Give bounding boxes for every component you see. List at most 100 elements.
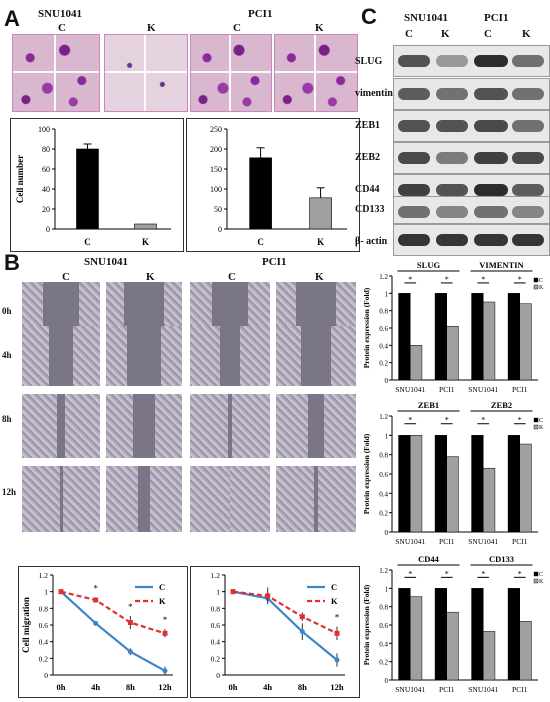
y-tick-label: 0 <box>385 377 389 385</box>
wound-image-3-0 <box>22 466 100 532</box>
legend-label-K: K <box>539 425 544 431</box>
blot-label-vimentin: vimentin <box>355 88 393 99</box>
x-tick-label: PCI1 <box>439 385 455 394</box>
y-tick-label: 200 <box>210 145 222 154</box>
y-tick-label: 1 <box>385 290 389 298</box>
significance-star: * <box>445 416 449 425</box>
bar-C-1 <box>434 588 447 681</box>
x-tick-label: PCI1 <box>439 537 455 546</box>
legend-swatch-C <box>533 571 539 577</box>
y-tick-label: 0.2 <box>211 654 221 663</box>
point-K <box>265 593 271 599</box>
x-tick-label: 0h <box>229 682 238 692</box>
x-tick-label: 8h <box>298 682 307 692</box>
bar-K-3 <box>519 303 532 381</box>
y-tick-label: 1.2 <box>39 571 49 580</box>
panel-c-label: C <box>361 4 377 29</box>
invasion-image-pci1-k <box>274 34 358 112</box>
x-tick-label: C <box>84 237 91 247</box>
significance-star: * <box>335 613 340 623</box>
x-tick-label: PCI1 <box>512 537 528 546</box>
x-tick-label: PCI1 <box>512 685 528 694</box>
blot-beta-actin <box>393 224 550 256</box>
y-axis-label: Cell number <box>15 155 25 203</box>
y-tick-label: 0.2 <box>379 510 388 518</box>
legend-label-C: C <box>539 278 543 284</box>
wound-image-3-1 <box>106 466 182 532</box>
blot-cd133 <box>393 196 550 224</box>
x-tick-label: 4h <box>263 682 272 692</box>
bar-K-1 <box>446 326 459 381</box>
group-header: ZEB2 <box>491 400 512 410</box>
y-tick-label: 0.2 <box>379 360 388 368</box>
invasion-image-snu1041-k <box>104 34 188 112</box>
legend-swatch-K <box>533 578 539 584</box>
panel-c-cellline-2: PCI1 <box>484 12 509 24</box>
bar-K-0 <box>410 435 423 533</box>
bar-C-0 <box>398 588 411 681</box>
wound-image-0-2 <box>190 282 270 334</box>
panel-c-group-3: C <box>484 28 492 40</box>
legend-label-C: C <box>159 582 165 592</box>
x-tick-label: 12h <box>330 682 344 692</box>
wound-image-1-0 <box>22 326 100 386</box>
panel-c-cellline-1: SNU1041 <box>404 12 449 24</box>
bar-K-3 <box>519 621 532 681</box>
legend-label-K: K <box>331 596 338 606</box>
series-line-C <box>60 590 166 672</box>
point-K <box>334 630 340 636</box>
point-K <box>58 589 64 595</box>
legend-swatch-K <box>533 284 539 290</box>
legend-swatch-C <box>533 417 539 423</box>
x-tick-label: 12h <box>158 682 172 692</box>
wound-image-1-2 <box>190 326 270 386</box>
y-tick-label: 1 <box>216 588 220 597</box>
y-axis-label: Cell migration <box>21 597 31 653</box>
y-axis-label: Protein expression (Fold) <box>362 433 371 514</box>
y-tick-label: 0 <box>44 671 48 680</box>
bar-K <box>309 197 332 230</box>
y-tick-label: 0 <box>46 225 50 234</box>
invasion-image-pci1-c <box>190 34 272 112</box>
significance-star: * <box>445 569 449 578</box>
y-tick-label: 250 <box>210 125 222 134</box>
y-tick-label: 0.6 <box>379 471 388 479</box>
blot-label-cd133: CD133 <box>355 204 385 215</box>
wound-image-3-3 <box>276 466 356 532</box>
panel-a-label: A <box>4 6 20 31</box>
y-tick-label: 1 <box>44 588 48 597</box>
y-tick-label: 0.2 <box>379 659 388 667</box>
y-tick-label: 0.8 <box>379 452 388 460</box>
bar-K-2 <box>483 301 496 381</box>
y-tick-label: 0.8 <box>379 604 388 612</box>
legend-label-K: K <box>159 596 166 606</box>
wound-image-1-3 <box>276 326 356 386</box>
blot-zeb2 <box>393 142 550 174</box>
x-tick-label: SNU1041 <box>395 385 425 394</box>
group-header: CD44 <box>418 554 440 564</box>
x-tick-label: 4h <box>91 682 100 692</box>
panel-b-label: B <box>4 250 20 275</box>
bar-C-1 <box>434 293 447 381</box>
group-header: ZEB1 <box>418 400 439 410</box>
panel-a-cellline-2: PCI1 <box>248 8 273 20</box>
y-tick-label: 0.8 <box>211 604 221 613</box>
series-line-K <box>60 590 166 635</box>
wound-image-2-3 <box>276 394 356 458</box>
point-K <box>93 597 99 603</box>
legend-label-K: K <box>539 285 544 291</box>
y-tick-label: 0.8 <box>39 604 49 613</box>
x-tick-label: 0h <box>57 682 66 692</box>
significance-star: * <box>445 275 449 284</box>
blot-slug <box>393 45 550 77</box>
panel-b-group-2: K <box>146 271 155 283</box>
legend-swatch-K <box>533 424 539 430</box>
x-tick-label: K <box>142 237 149 247</box>
chart-a1: 0 20 40 60 80 100 C K Cell number <box>10 118 184 252</box>
y-tick-label: 0.2 <box>39 654 49 663</box>
point-C <box>93 620 99 626</box>
panel-c-group-4: K <box>522 28 531 40</box>
significance-star: * <box>481 416 485 425</box>
chart-b1: 0 0.2 0.4 0.6 0.8 1 1.2 0h 4h 8h 12h C K * * * Cell migr… <box>18 566 188 698</box>
y-axis-label: Protein expression (Fold) <box>362 584 371 665</box>
